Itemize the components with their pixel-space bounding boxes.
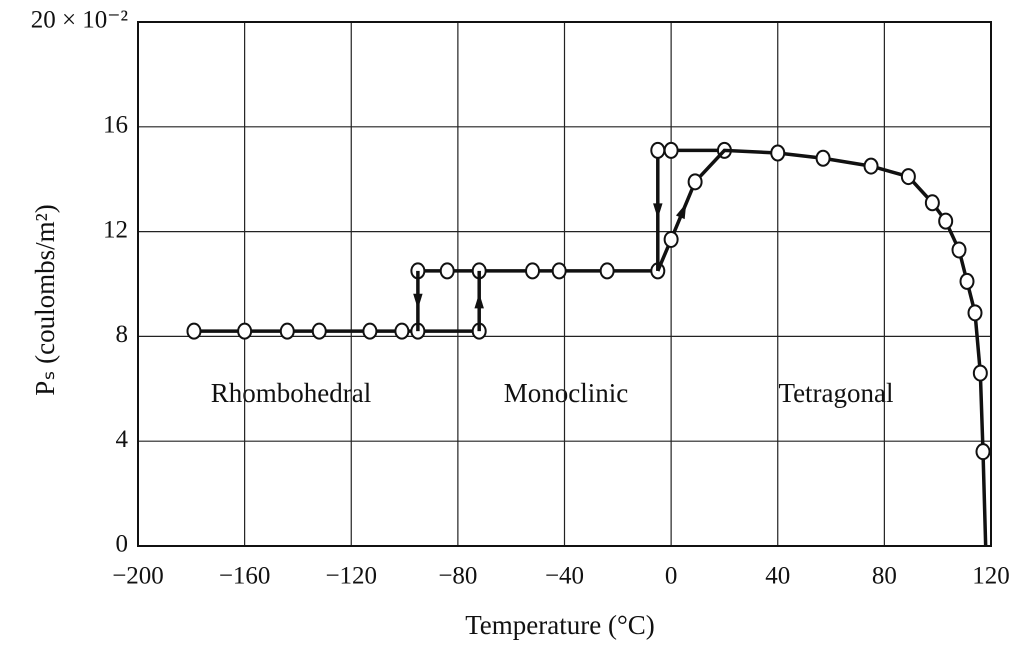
y-tick-label: 12	[103, 216, 128, 243]
arrow-head	[675, 203, 687, 220]
annotation: Monoclinic	[504, 378, 628, 408]
y-tick-label: 16	[103, 112, 128, 139]
data-point	[924, 194, 940, 212]
data-point	[650, 141, 666, 159]
annotation: Tetragonal	[778, 378, 893, 408]
data-point	[951, 241, 967, 259]
data-point	[959, 272, 975, 290]
data-point	[394, 322, 410, 340]
x-tick-label: −80	[438, 563, 477, 590]
x-tick-label: 80	[872, 563, 897, 590]
data-point	[663, 141, 679, 159]
arrow-head	[413, 293, 423, 310]
x-tick-label: −160	[219, 563, 271, 590]
y-tick-label: 8	[116, 321, 129, 348]
data-point	[186, 322, 202, 340]
x-tick-label: −200	[112, 563, 164, 590]
data-point	[687, 173, 703, 191]
data-point	[975, 443, 991, 461]
data-point	[900, 168, 916, 186]
data-point	[663, 230, 679, 248]
y-axis-label: Pₛ (coulombs/m²)	[30, 204, 60, 395]
x-tick-label: 120	[972, 563, 1010, 590]
x-tick-label: −40	[545, 563, 584, 590]
x-tick-label: 0	[665, 563, 678, 590]
arrow-head	[474, 293, 484, 309]
data-point	[972, 364, 988, 382]
data-point	[237, 322, 253, 340]
arrow-head	[653, 203, 663, 219]
data-point	[525, 262, 541, 280]
plot-frame	[137, 21, 992, 547]
data-point	[551, 262, 567, 280]
data-point	[599, 262, 615, 280]
data-point	[967, 304, 983, 322]
y-tick-label: 4	[116, 426, 129, 453]
data-point	[938, 212, 954, 230]
y-tick-label: 20 × 10⁻²	[31, 7, 128, 34]
data-point	[815, 149, 831, 167]
data-point	[279, 322, 295, 340]
data-point	[311, 322, 327, 340]
x-axis-label: Temperature (°C)	[465, 610, 655, 640]
data-point	[439, 262, 455, 280]
x-tick-label: 40	[765, 563, 790, 590]
y-tick-label: 0	[116, 531, 129, 558]
data-point	[362, 322, 378, 340]
annotation: Rhombohedral	[211, 378, 371, 408]
data-point	[863, 157, 879, 175]
data-point	[770, 144, 786, 162]
x-tick-label: −120	[325, 563, 377, 590]
